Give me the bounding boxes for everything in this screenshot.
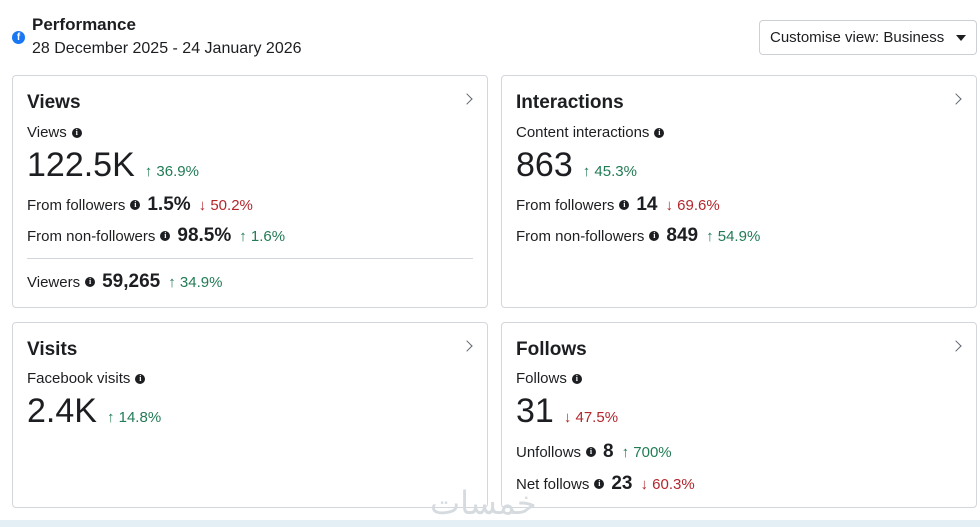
follows-value: 31 <box>516 392 554 430</box>
views-delta: ↑ 36.9% <box>144 163 199 180</box>
from-non-followers-label: From non-followers <box>27 227 156 245</box>
from-non-followers-label: From non-followers <box>516 227 645 245</box>
info-icon[interactable]: i <box>160 231 171 241</box>
views-value: 122.5K <box>27 146 135 184</box>
chevron-right-icon[interactable] <box>461 340 473 352</box>
visits-value: 2.4K <box>27 392 97 430</box>
interactions-card-title: Interactions <box>516 92 624 113</box>
info-icon[interactable]: i <box>619 200 630 210</box>
interactions-value-row: 863 ↑ 45.3% <box>516 146 637 185</box>
customise-view-label: Customise view: Business <box>770 29 945 46</box>
viewers-value: 59,265 <box>102 271 161 292</box>
from-non-followers-delta: ↑ 1.6% <box>239 227 286 245</box>
from-followers-label: From followers <box>27 196 126 214</box>
info-icon[interactable]: i <box>85 277 96 287</box>
visits-delta: ↑ 14.8% <box>106 409 162 426</box>
viewers-delta: ↑ 34.9% <box>168 273 223 291</box>
info-icon[interactable]: i <box>586 447 597 457</box>
from-followers-value: 1.5% <box>147 194 191 215</box>
from-non-followers-value: 98.5% <box>177 225 232 246</box>
visits-card-title: Visits <box>27 339 78 360</box>
visits-card[interactable]: Visits Facebook visits i 2.4K ↑ 14.8% <box>12 322 488 508</box>
info-icon[interactable]: i <box>130 200 141 210</box>
follows-metric-label: Follows i <box>516 370 582 387</box>
follows-label-text: Follows <box>516 370 567 387</box>
views-value-row: 122.5K ↑ 36.9% <box>27 146 199 185</box>
bottom-strip <box>0 520 980 527</box>
info-icon[interactable]: i <box>654 127 665 138</box>
info-icon[interactable]: i <box>135 373 146 384</box>
facebook-logo-icon: f <box>12 31 25 44</box>
date-range: 28 December 2025 - 24 January 2026 <box>32 40 302 57</box>
facebook-visits-label: Facebook visits i <box>27 370 146 387</box>
unfollows-value: 8 <box>603 441 614 462</box>
interactions-from-followers-row: From followers i 14 ↓ 69.6% <box>516 194 720 216</box>
customise-view-dropdown[interactable]: Customise view: Business <box>759 20 977 55</box>
content-interactions-text: Content interactions <box>516 124 650 141</box>
from-followers-delta: ↓ 50.2% <box>198 196 253 214</box>
interactions-value: 863 <box>516 146 573 184</box>
unfollows-label: Unfollows <box>516 443 582 461</box>
unfollows-delta: ↑ 700% <box>621 443 672 461</box>
views-from-non-followers-row: From non-followers i 98.5% ↑ 1.6% <box>27 225 285 247</box>
visits-value-row: 2.4K ↑ 14.8% <box>27 392 161 431</box>
views-card[interactable]: Views Views i 122.5K ↑ 36.9% From follow… <box>12 75 488 308</box>
chevron-right-icon[interactable] <box>950 340 962 352</box>
from-followers-label: From followers <box>516 196 615 214</box>
facebook-visits-text: Facebook visits <box>27 370 131 387</box>
follows-delta: ↓ 47.5% <box>563 409 619 426</box>
views-from-followers-row: From followers i 1.5% ↓ 50.2% <box>27 194 253 216</box>
views-label-text: Views <box>27 124 67 141</box>
info-icon[interactable]: i <box>649 231 660 241</box>
info-icon[interactable]: i <box>571 373 582 384</box>
net-follows-value: 23 <box>611 473 633 494</box>
net-follows-row: Net follows i 23 ↓ 60.3% <box>516 473 695 495</box>
views-metric-label: Views i <box>27 124 82 141</box>
from-non-followers-delta: ↑ 54.9% <box>706 227 761 245</box>
from-followers-delta: ↓ 69.6% <box>665 196 720 214</box>
viewers-label: Viewers <box>27 273 81 291</box>
interactions-delta: ↑ 45.3% <box>582 163 637 180</box>
performance-header: f Performance 28 December 2025 - 24 Janu… <box>0 0 980 70</box>
unfollows-row: Unfollows i 8 ↑ 700% <box>516 441 672 463</box>
caret-down-icon <box>956 35 966 41</box>
views-card-title: Views <box>27 92 81 113</box>
info-icon[interactable]: i <box>594 479 605 489</box>
content-interactions-label: Content interactions i <box>516 124 665 141</box>
net-follows-label: Net follows <box>516 475 590 493</box>
viewers-row: Viewers i 59,265 ↑ 34.9% <box>27 271 222 293</box>
follows-card-title: Follows <box>516 339 587 360</box>
page-title: Performance <box>32 15 136 34</box>
from-followers-value: 14 <box>636 194 658 215</box>
chevron-right-icon[interactable] <box>950 93 962 105</box>
divider <box>27 258 473 259</box>
net-follows-delta: ↓ 60.3% <box>640 475 695 493</box>
info-icon[interactable]: i <box>71 127 82 138</box>
follows-value-row: 31 ↓ 47.5% <box>516 392 618 431</box>
watermark: خمسات <box>430 484 537 522</box>
interactions-card[interactable]: Interactions Content interactions i 863 … <box>501 75 977 308</box>
from-non-followers-value: 849 <box>666 225 699 246</box>
follows-card[interactable]: Follows Follows i 31 ↓ 47.5% Unfollows i… <box>501 322 977 508</box>
chevron-right-icon[interactable] <box>461 93 473 105</box>
interactions-from-non-followers-row: From non-followers i 849 ↑ 54.9% <box>516 225 760 247</box>
